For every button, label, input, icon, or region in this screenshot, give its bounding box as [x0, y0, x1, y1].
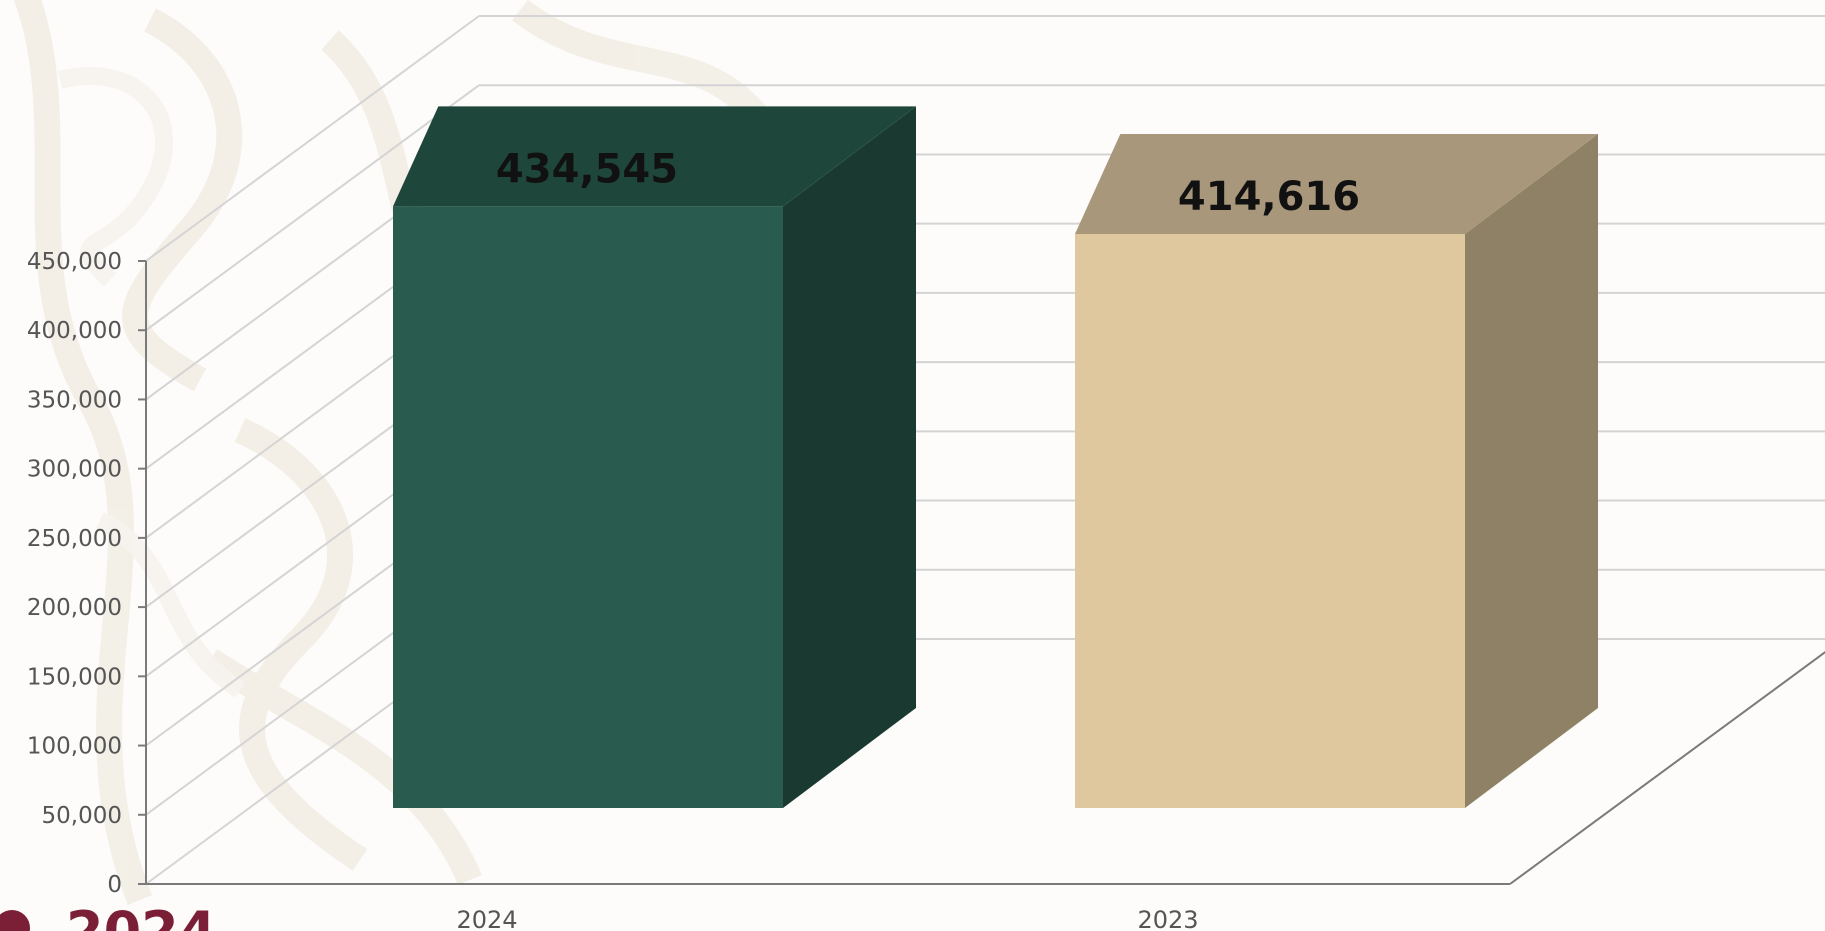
- bar-side-face: [783, 106, 916, 808]
- bar-front-face: [1075, 233, 1465, 808]
- y-tick-label: 250,000: [27, 526, 122, 552]
- gridline-side: [145, 84, 480, 332]
- bars: 434,545 414,616: [393, 106, 1598, 808]
- data-label-2024: 434,545: [496, 146, 678, 192]
- emblem-icon: [0, 910, 30, 931]
- x-axis-labels: 2024 2023: [456, 906, 1198, 931]
- data-label-2023: 414,616: [1178, 174, 1360, 220]
- y-tick-label: 300,000: [27, 457, 122, 483]
- x-category-label-2023: 2023: [1137, 906, 1198, 931]
- bar-top-face: [393, 106, 916, 207]
- y-tick-label: 200,000: [27, 595, 122, 621]
- y-axis-ticks: 0 50,000 100,000 150,000 200,000 250,000 300,0…: [27, 249, 146, 898]
- bar-top-face: [1075, 133, 1598, 234]
- bar-2024: 434,545: [393, 106, 916, 808]
- bar-side-face: [1465, 133, 1598, 808]
- x-category-label-2024: 2024: [456, 906, 517, 931]
- gridline-side: [145, 15, 480, 262]
- floor-edge-line: [1509, 651, 1825, 885]
- footer-year: 2024: [66, 900, 216, 931]
- y-tick-label: 100,000: [27, 734, 122, 760]
- y-tick-label: 400,000: [27, 318, 122, 344]
- y-tick-label: 50,000: [42, 803, 122, 829]
- y-tick-label: 150,000: [27, 664, 122, 690]
- bar-front-face: [393, 206, 783, 808]
- bar-2023: 414,616: [1075, 133, 1598, 808]
- y-tick-label: 350,000: [27, 387, 122, 413]
- y-tick-label: 450,000: [27, 249, 122, 275]
- axes: [145, 261, 1825, 885]
- footer-logo: 2024: [0, 900, 216, 931]
- y-tick-label: 0: [107, 872, 122, 898]
